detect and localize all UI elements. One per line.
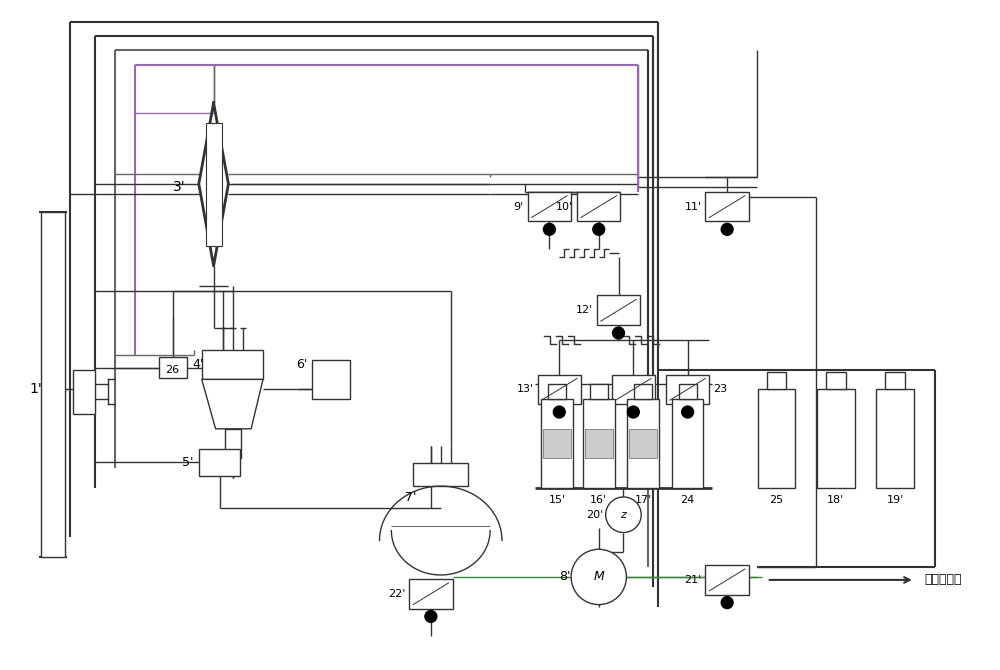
Text: 8': 8' <box>560 570 571 584</box>
Circle shape <box>571 549 626 604</box>
Bar <box>409 579 453 608</box>
Bar <box>312 360 350 399</box>
Bar <box>666 375 709 404</box>
Bar <box>202 350 263 379</box>
Text: 17': 17' <box>635 495 652 505</box>
Bar <box>627 399 659 488</box>
Text: 9': 9' <box>513 202 524 212</box>
Bar <box>817 389 855 488</box>
Bar <box>590 385 608 399</box>
Bar <box>41 212 65 557</box>
Text: 21': 21' <box>684 575 701 585</box>
Bar <box>548 385 566 399</box>
Text: 5': 5' <box>182 456 194 469</box>
Text: 14': 14' <box>590 385 608 395</box>
Bar <box>597 295 640 325</box>
Circle shape <box>613 327 624 339</box>
Bar <box>629 429 657 458</box>
Bar <box>413 464 468 486</box>
Circle shape <box>425 610 437 622</box>
Bar <box>199 449 240 476</box>
Text: 废液排放口: 废液排放口 <box>925 574 962 586</box>
Text: 10': 10' <box>556 202 573 212</box>
Bar <box>159 356 187 379</box>
Bar <box>206 123 222 246</box>
Circle shape <box>682 406 694 418</box>
Bar <box>634 385 652 399</box>
Polygon shape <box>202 379 263 429</box>
Bar <box>543 429 571 458</box>
Bar <box>577 192 620 221</box>
Text: 25: 25 <box>769 495 784 505</box>
Circle shape <box>426 612 436 621</box>
Circle shape <box>627 406 639 418</box>
Text: 12': 12' <box>576 306 593 316</box>
Bar <box>583 399 615 488</box>
Bar <box>758 389 795 488</box>
Circle shape <box>721 597 733 608</box>
Circle shape <box>543 223 555 235</box>
Text: 16': 16' <box>590 495 607 505</box>
Text: 6': 6' <box>296 358 307 371</box>
Bar <box>612 375 655 404</box>
Text: M: M <box>593 570 604 584</box>
Circle shape <box>606 497 641 533</box>
Bar <box>585 429 613 458</box>
Bar <box>672 399 703 488</box>
Circle shape <box>553 406 565 418</box>
Bar <box>538 375 581 404</box>
Text: 1': 1' <box>29 383 42 397</box>
Bar <box>528 192 571 221</box>
Text: 13': 13' <box>516 385 534 395</box>
Text: 20': 20' <box>586 510 604 520</box>
Bar <box>541 399 573 488</box>
Circle shape <box>593 223 605 235</box>
Text: 15': 15' <box>549 495 566 505</box>
Text: 3': 3' <box>173 180 185 194</box>
Bar <box>73 370 95 414</box>
Text: 22': 22' <box>388 589 405 599</box>
Text: 26: 26 <box>165 364 179 375</box>
Text: 4': 4' <box>192 358 204 371</box>
Bar <box>826 372 846 389</box>
Bar <box>767 372 786 389</box>
Circle shape <box>722 598 732 608</box>
Circle shape <box>721 223 733 235</box>
Text: 11': 11' <box>684 202 701 212</box>
Bar <box>876 389 914 488</box>
Text: z: z <box>621 510 626 520</box>
Text: 7': 7' <box>405 492 416 505</box>
Text: 19': 19' <box>886 495 904 505</box>
Text: 23: 23 <box>713 385 727 395</box>
Text: 2': 2' <box>56 388 67 401</box>
Text: 18': 18' <box>827 495 844 505</box>
Bar <box>679 385 697 399</box>
Bar <box>705 565 749 595</box>
Bar <box>225 429 241 458</box>
Bar <box>705 192 749 221</box>
Text: 24: 24 <box>681 495 695 505</box>
Bar <box>885 372 905 389</box>
